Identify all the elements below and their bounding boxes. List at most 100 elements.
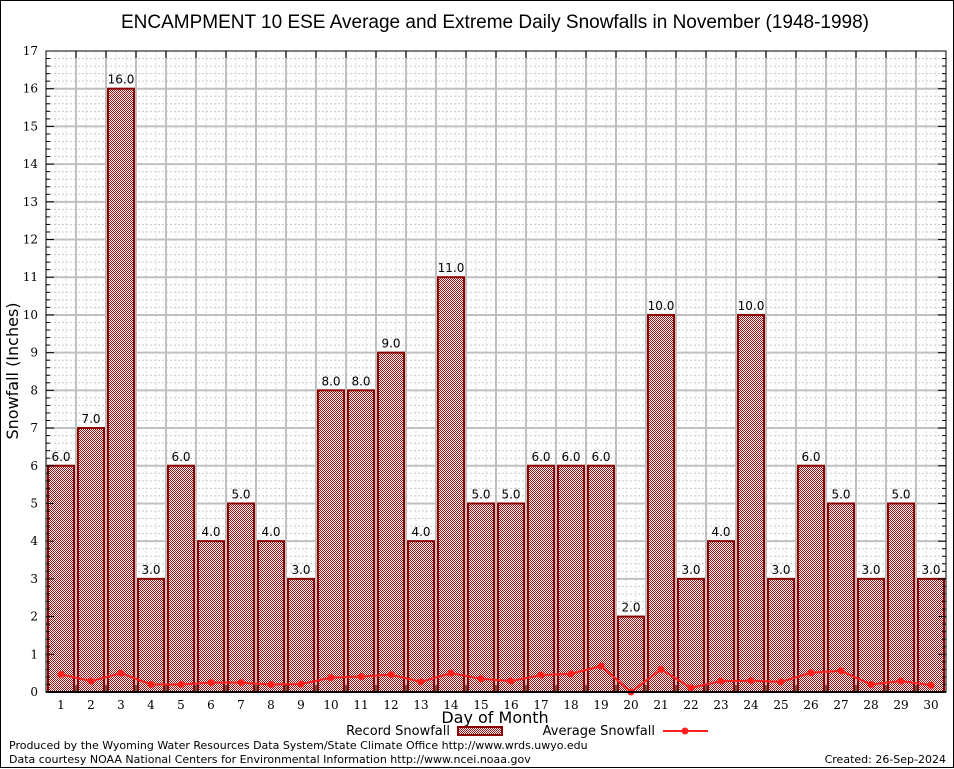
x-tick-label: 27 <box>833 698 848 712</box>
y-tick-label: 12 <box>23 233 38 247</box>
x-tick-label: 1 <box>57 698 65 712</box>
average-point <box>297 680 305 688</box>
bar-value-label: 4.0 <box>261 525 280 539</box>
average-point <box>897 677 905 685</box>
bar-value-label: 3.0 <box>861 563 880 577</box>
x-tick-label: 12 <box>383 698 398 712</box>
x-tick-label: 25 <box>773 698 788 712</box>
record-bar <box>227 502 255 693</box>
y-tick-label: 9 <box>30 346 38 360</box>
average-point <box>537 671 545 679</box>
record-bar <box>557 464 585 693</box>
bar-value-label: 16.0 <box>108 73 135 87</box>
x-axis-label: Day of Month <box>441 708 548 727</box>
y-tick-label: 16 <box>23 82 38 96</box>
y-tick-label: 13 <box>23 195 38 209</box>
bar-value-label: 5.0 <box>501 487 520 501</box>
average-point <box>597 662 605 670</box>
record-bar <box>497 502 525 693</box>
bar-value-label: 3.0 <box>771 563 790 577</box>
x-tick-label: 30 <box>923 698 938 712</box>
x-tick-label: 14 <box>443 698 459 712</box>
x-tick-label: 6 <box>207 698 215 712</box>
average-point <box>417 678 425 686</box>
y-tick-label: 15 <box>23 119 38 133</box>
average-point <box>687 684 695 692</box>
record-bar <box>707 540 735 693</box>
record-bar <box>797 464 825 693</box>
record-bar <box>647 313 675 693</box>
record-bar <box>467 502 495 693</box>
x-tick-label: 18 <box>563 698 578 712</box>
bar-value-label: 3.0 <box>681 563 700 577</box>
footer-data-courtesy: Data courtesy NOAA National Centers for … <box>9 753 531 766</box>
record-bar <box>887 502 915 693</box>
record-bar <box>527 464 555 693</box>
record-bar <box>407 540 435 693</box>
record-bar <box>827 502 855 693</box>
legend-label-average: Average Snowfall <box>543 724 655 739</box>
average-point <box>837 667 845 675</box>
footer-created: Created: 26-Sep-2024 <box>825 753 946 766</box>
record-bar <box>767 577 795 693</box>
y-tick-label: 11 <box>23 270 38 284</box>
average-point <box>867 680 875 688</box>
average-point <box>327 674 335 682</box>
record-bar <box>197 540 225 693</box>
x-tick-label: 7 <box>237 698 245 712</box>
bar-value-label: 5.0 <box>891 487 910 501</box>
x-tick-label: 28 <box>863 698 878 712</box>
average-point <box>267 680 275 688</box>
record-bar <box>317 389 345 693</box>
average-point <box>567 670 575 678</box>
record-bar <box>617 615 645 694</box>
bar-value-label: 3.0 <box>141 563 160 577</box>
average-point <box>387 671 395 679</box>
x-tick-label: 5 <box>177 698 185 712</box>
axes <box>45 50 947 693</box>
y-tick-label: 7 <box>30 421 38 435</box>
average-point <box>237 679 245 687</box>
bar-value-label: 6.0 <box>51 450 70 464</box>
bar-value-label: 8.0 <box>321 374 340 388</box>
x-tick-label: 10 <box>323 698 338 712</box>
average-point <box>717 677 725 685</box>
x-tick-label: 19 <box>593 698 608 712</box>
bar-value-label: 6.0 <box>561 450 580 464</box>
average-line <box>57 662 935 696</box>
average-point <box>807 669 815 677</box>
x-tick-label: 17 <box>533 698 548 712</box>
average-point <box>657 665 665 673</box>
y-tick-label: 1 <box>30 647 38 661</box>
x-tick-label: 2 <box>87 698 95 712</box>
record-bar <box>677 577 705 693</box>
data-labels: 6.0 7.0 16.0 3.0 6.0 4.0 5.0 4.0 3.0 8.0 8.0 9.0 4.0… <box>51 73 940 615</box>
x-tick-label: 13 <box>413 698 428 712</box>
x-tick-labels: 1 2 3 4 5 6 7 8 9 10 11 12 13 14 15 16 17 18 19 20 21 22 23 24 2… <box>57 698 938 712</box>
bar-value-label: 8.0 <box>351 374 370 388</box>
chart-title: ENCAMPMENT 10 ESE Average and Extreme Da… <box>121 12 869 33</box>
bar-value-label: 3.0 <box>921 563 940 577</box>
y-tick-label: 0 <box>30 685 38 699</box>
record-bar <box>857 577 885 693</box>
bar-value-label: 10.0 <box>738 299 765 313</box>
record-bar <box>377 351 405 693</box>
x-tick-label: 23 <box>713 698 728 712</box>
average-point <box>117 669 125 677</box>
bar-value-label: 4.0 <box>711 525 730 539</box>
bar-value-label: 6.0 <box>801 450 820 464</box>
bar-value-label: 6.0 <box>591 450 610 464</box>
x-tick-label: 11 <box>353 698 368 712</box>
bars <box>47 87 945 694</box>
record-bar <box>737 313 765 693</box>
y-tick-label: 6 <box>30 459 38 473</box>
record-bar <box>587 464 615 693</box>
average-point <box>507 677 515 685</box>
bar-value-label: 2.0 <box>621 601 640 615</box>
x-tick-label: 4 <box>147 698 155 712</box>
x-tick-label: 9 <box>297 698 305 712</box>
average-snowfall-line <box>60 664 932 694</box>
